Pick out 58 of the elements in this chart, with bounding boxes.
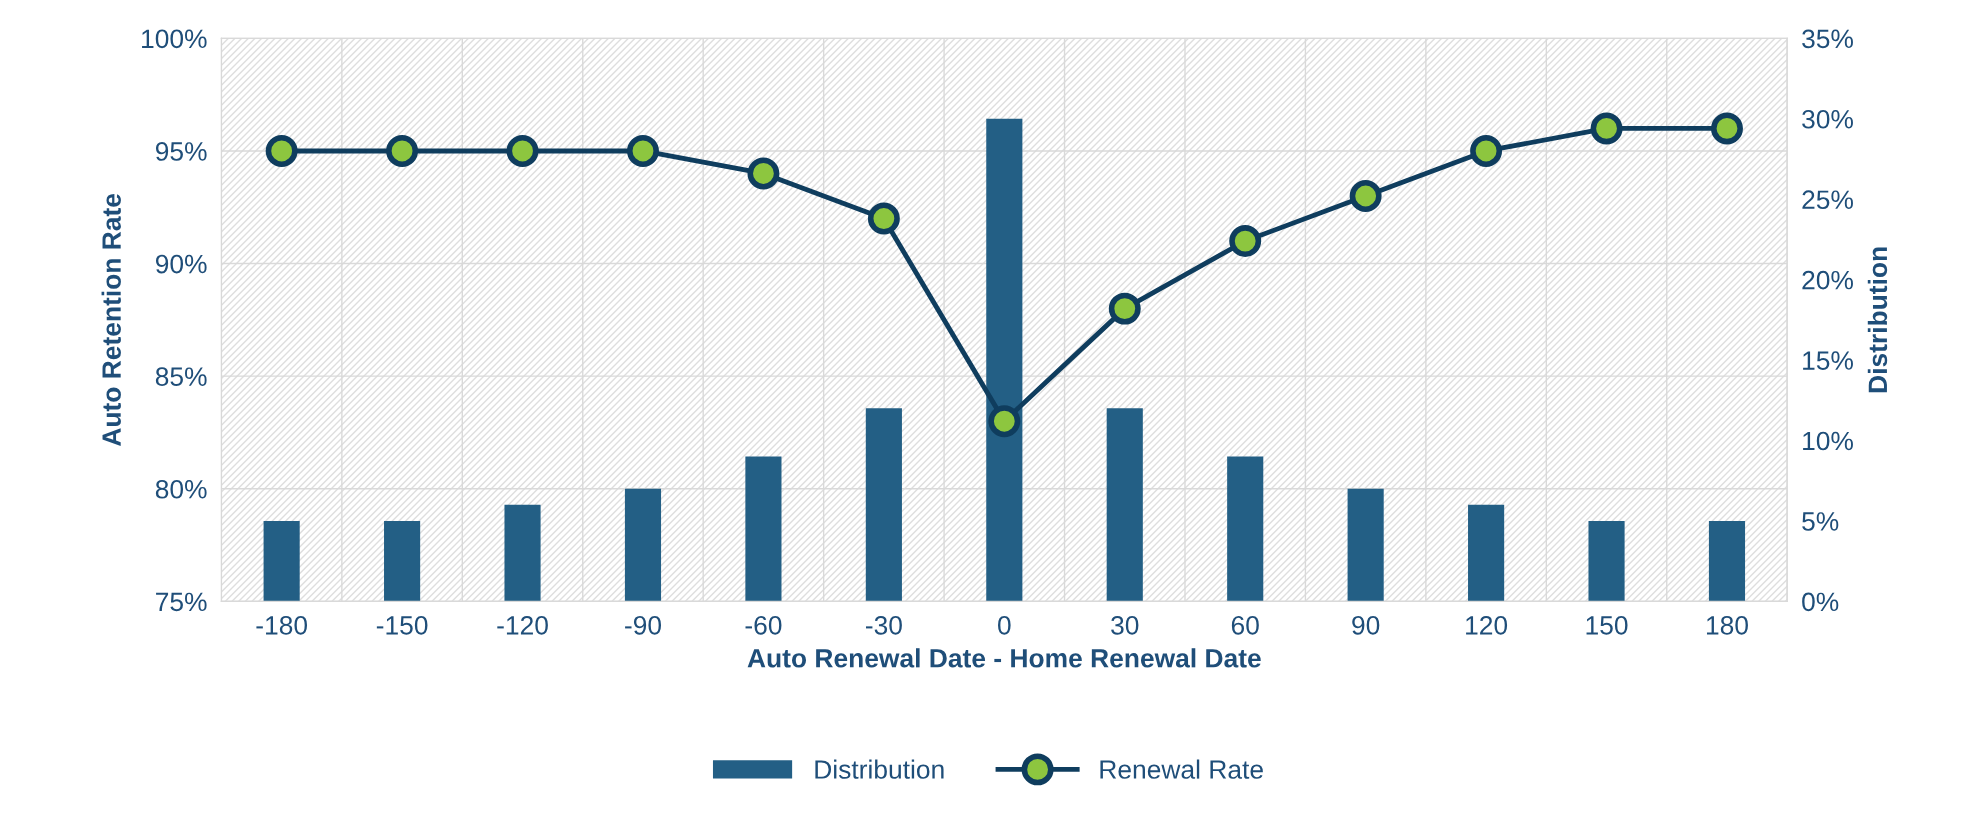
x-tick-label: 120 [1466, 615, 1508, 635]
point [747, 157, 780, 190]
x-tick-label: 150 [1586, 615, 1628, 635]
bar [1227, 456, 1264, 602]
point [1590, 112, 1623, 145]
bar [263, 520, 300, 602]
point [1108, 292, 1141, 325]
x-axis-title: Auto Renewal Date - Home Renewal Date [747, 648, 1261, 668]
y2-tick-label: 10% [1803, 431, 1853, 451]
y2-tick-label: 5% [1802, 512, 1839, 531]
point [265, 134, 298, 167]
bar [1106, 408, 1143, 602]
point [386, 134, 419, 167]
bar [865, 408, 902, 602]
bar [986, 118, 1023, 602]
y2-tick-label: 15% [1803, 351, 1853, 370]
bar [624, 488, 662, 602]
bar [1347, 488, 1384, 602]
x-tick-label: 90 [1352, 615, 1380, 635]
y-tick-label: 95% [155, 142, 207, 161]
x-tick-label: 30 [1111, 615, 1139, 635]
x-tick-label: 60 [1231, 615, 1259, 635]
y2-tick-label: 30% [1802, 109, 1853, 129]
bar [504, 504, 541, 602]
bar [1708, 520, 1746, 602]
x-tick-label: 180 [1706, 615, 1748, 635]
x-tick-label: -120 [497, 615, 548, 635]
x-tick-label: -180 [256, 615, 308, 635]
point [867, 202, 900, 235]
bar [745, 456, 782, 602]
legend-label: Renewal Rate [1100, 759, 1263, 779]
x-tick-label: -60 [745, 615, 782, 635]
y2-tick-label: 20% [1802, 270, 1853, 290]
y2-axis-title: Distribution [1867, 247, 1888, 393]
x-tick-label: 0 [998, 615, 1011, 635]
legend-label: Distribution [815, 759, 944, 779]
point [1470, 134, 1503, 167]
point [506, 134, 539, 167]
point [1229, 225, 1262, 258]
y2-tick-label: 0% [1802, 592, 1839, 612]
point [1349, 180, 1382, 212]
bar [1468, 504, 1505, 602]
point [988, 405, 1021, 438]
y-axis-title: Auto Retention Rate [101, 193, 121, 447]
bar [1588, 520, 1625, 602]
y-tick-label: 100% [142, 29, 207, 49]
x-tick-label: -150 [376, 615, 428, 635]
x-tick-label: -30 [865, 615, 902, 635]
y2-tick-label: 25% [1802, 190, 1853, 210]
point [1711, 112, 1743, 145]
y-tick-label: 75% [156, 592, 207, 612]
y2-tick-label: 35% [1802, 29, 1853, 49]
y-tick-label: 85% [155, 367, 207, 386]
point [627, 134, 659, 167]
y-tick-label: 80% [155, 479, 207, 499]
bar [384, 520, 421, 602]
x-tick-label: -90 [625, 615, 662, 635]
y-tick-label: 90% [155, 254, 207, 274]
